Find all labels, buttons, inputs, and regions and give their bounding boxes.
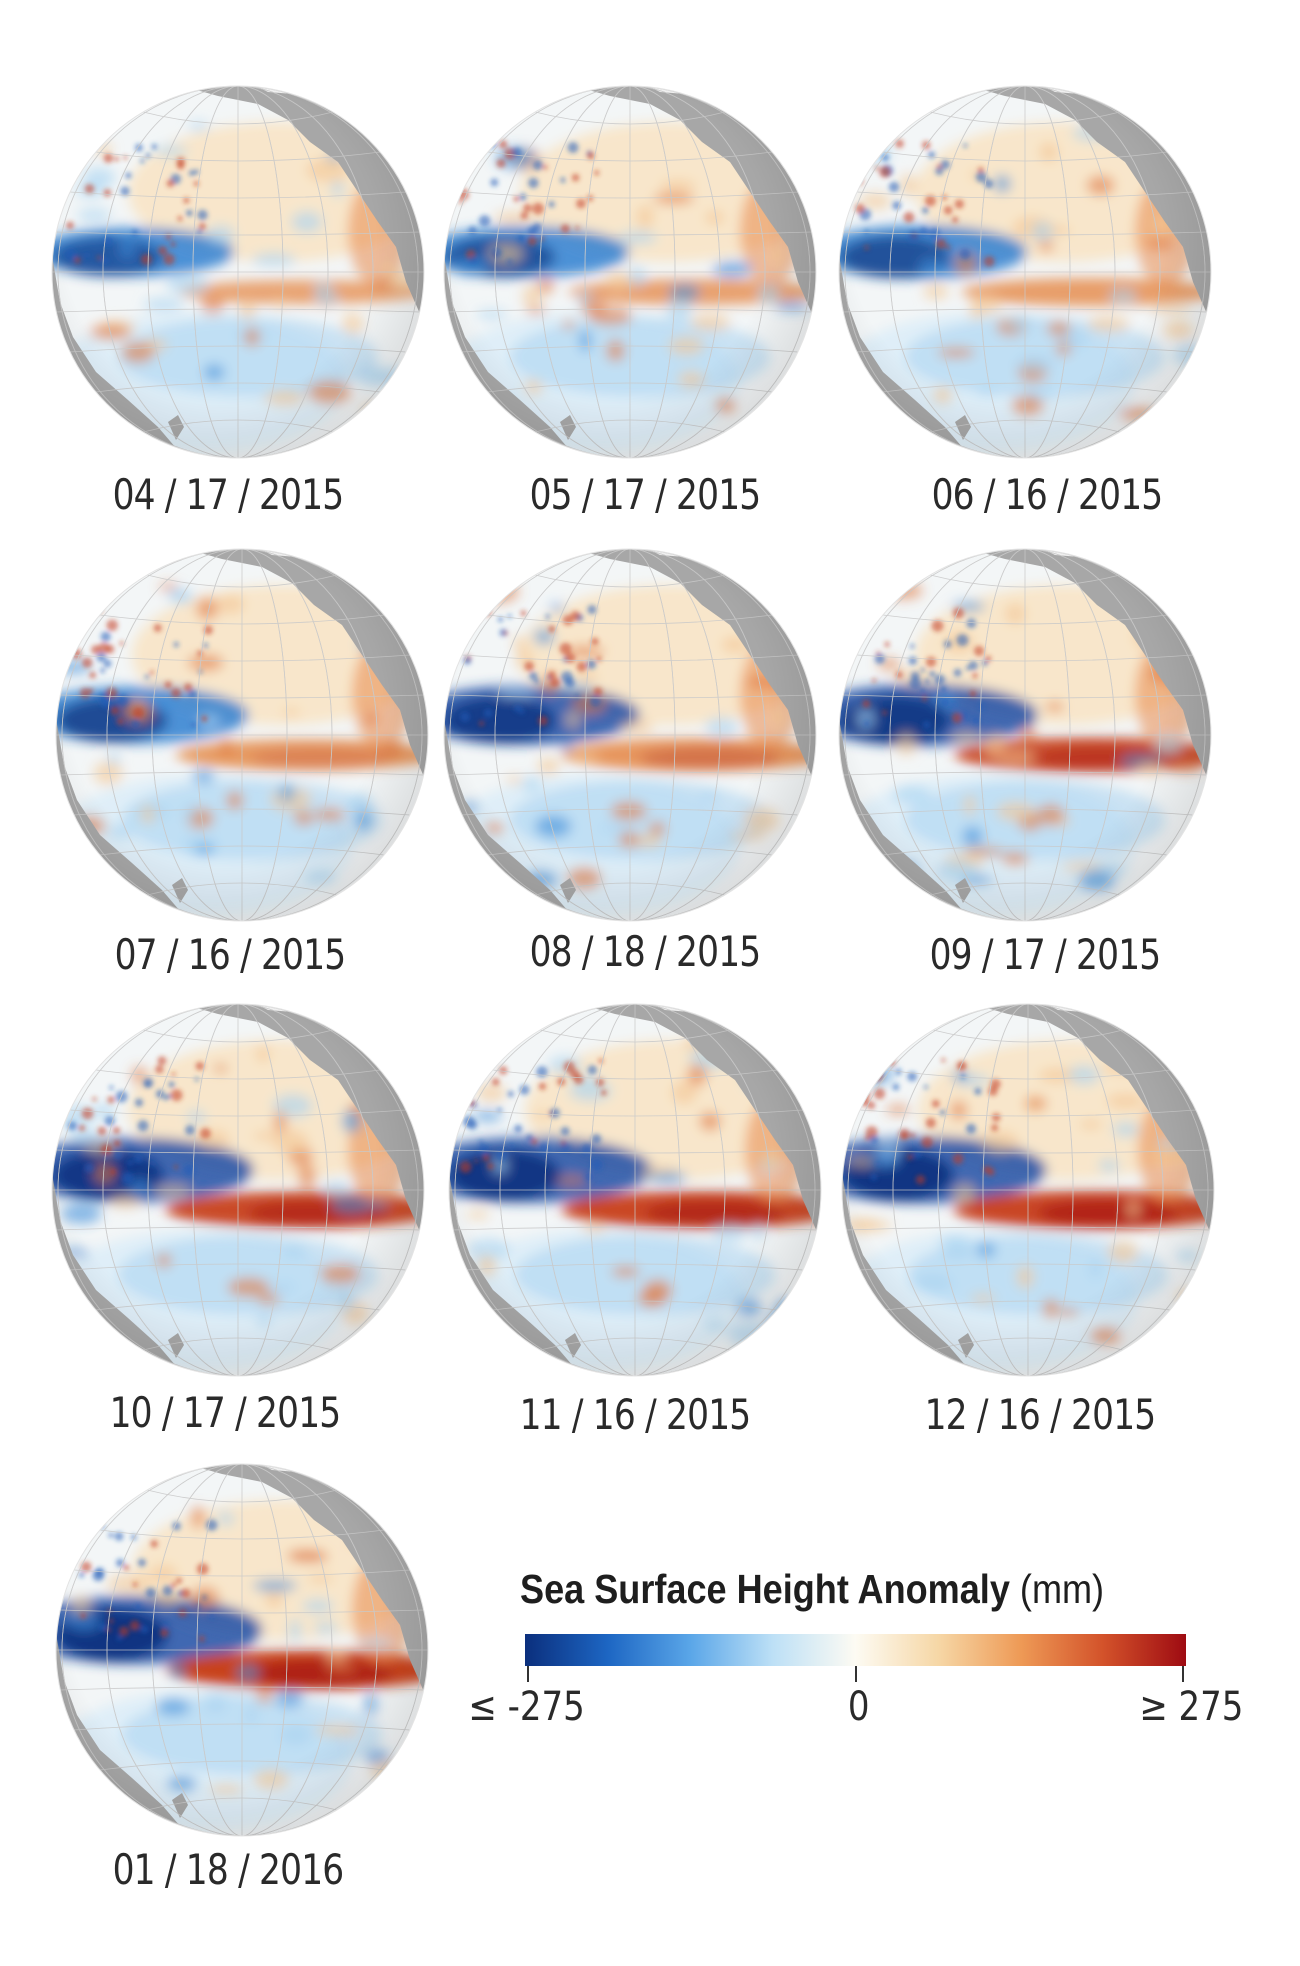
globe-map (443, 548, 817, 922)
globe-map (51, 1003, 425, 1377)
legend-tick-max (1182, 1666, 1184, 1682)
date-label: 10 / 17 / 2015 (109, 1388, 342, 1437)
globe-map (55, 1463, 429, 1837)
date-label: 12 / 16 / 2015 (924, 1390, 1157, 1439)
globe-map (838, 85, 1212, 459)
date-label: 04 / 17 / 2015 (112, 470, 345, 519)
legend-max-label: ≥ 275 (1139, 1684, 1244, 1730)
globe-map (841, 1003, 1215, 1377)
date-label: 09 / 17 / 2015 (929, 930, 1162, 979)
legend-tick-mid (855, 1666, 857, 1682)
globe-map (443, 85, 817, 459)
legend-title: Sea Surface Height Anomaly (mm) (520, 1566, 1118, 1613)
legend-tick-min (527, 1666, 529, 1682)
globe-map (838, 548, 1212, 922)
globe-map (448, 1003, 822, 1377)
date-label: 08 / 18 / 2015 (529, 927, 762, 976)
legend-unit: (mm) (1019, 1566, 1105, 1612)
legend-title-text: Sea Surface Height Anomaly (520, 1566, 1010, 1612)
globe-map (55, 548, 429, 922)
date-label: 01 / 18 / 2016 (112, 1845, 345, 1894)
globe-map (51, 85, 425, 459)
legend-mid-label: 0 (847, 1684, 870, 1730)
date-label: 07 / 16 / 2015 (114, 930, 347, 979)
date-label: 05 / 17 / 2015 (529, 470, 762, 519)
color-scale-bar (525, 1634, 1186, 1666)
legend-min-label: ≤ -275 (468, 1684, 585, 1730)
date-label: 06 / 16 / 2015 (931, 470, 1164, 519)
date-label: 11 / 16 / 2015 (519, 1390, 752, 1439)
